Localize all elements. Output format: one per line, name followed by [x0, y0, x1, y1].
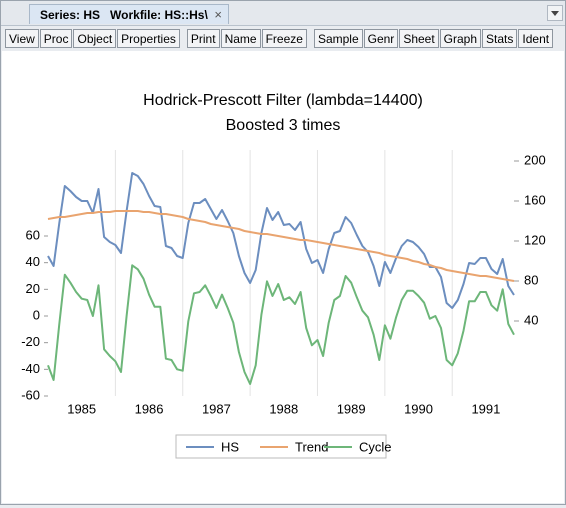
toolbar-button[interactable]: Stats: [482, 29, 518, 48]
tab-close[interactable]: ×: [214, 7, 222, 22]
button-group: Print Name Freeze: [186, 29, 308, 48]
toolbar-button[interactable]: View: [5, 29, 39, 48]
button-group: Sample Genr Sheet Graph Stats Ident: [313, 29, 554, 48]
x-tick-label: 1990: [404, 401, 433, 416]
y2-tick-label: 40: [524, 312, 538, 327]
tab[interactable]: Series: HS Workfile: HS::Hs\ ×: [29, 4, 229, 24]
toolbar-button[interactable]: Genr: [363, 29, 399, 48]
legend-label: Trend: [295, 439, 328, 454]
toolbar-button[interactable]: Name: [220, 29, 261, 48]
legend-label: HS: [221, 439, 239, 454]
toolbar-button[interactable]: Graph: [439, 29, 482, 48]
dropdown-button[interactable]: [547, 5, 563, 21]
y-tick-label: 20: [26, 281, 40, 296]
chart: Hodrick-Prescott Filter (lambda=14400) B…: [21, 92, 546, 459]
toolbar-button[interactable]: Sheet: [399, 29, 439, 48]
y-tick-label: 60: [26, 227, 40, 242]
x-tick-label: 1991: [471, 401, 500, 416]
chart-title: Hodrick-Prescott Filter (lambda=14400): [143, 92, 423, 109]
button-group: View Proc Object Properties: [5, 29, 181, 48]
chart-subtitle: Boosted 3 times: [226, 117, 341, 134]
y2-tick-label: 160: [524, 192, 546, 207]
y-tick-label: 0: [33, 307, 40, 322]
y2-tick-label: 80: [524, 272, 538, 287]
toolbar-button[interactable]: Sample: [313, 29, 363, 48]
series-line: [47, 172, 515, 309]
x-tick-label: 1985: [67, 401, 96, 416]
dropdown-icon: [551, 11, 559, 16]
x-tick-label: 1987: [202, 401, 231, 416]
y2-tick-label: 120: [524, 232, 546, 247]
toolbar-button[interactable]: Proc: [39, 29, 73, 48]
toolbar: View Proc Object Properties Print Name Freeze S…: [5, 29, 554, 48]
toolbar-button[interactable]: Print: [186, 29, 220, 48]
y-tick-label: -20: [21, 334, 40, 349]
toolbar-button[interactable]: Object: [73, 29, 117, 48]
y-tick-label: -60: [21, 387, 40, 402]
toolbar-button[interactable]: Freeze: [261, 29, 307, 48]
series-line: [47, 210, 515, 282]
tab-title: Series: HS Workfile: HS::Hs\: [40, 8, 208, 22]
x-tick-label: 1988: [269, 401, 298, 416]
x-tick-label: 1989: [337, 401, 366, 416]
toolbar-button[interactable]: Properties: [117, 29, 180, 48]
y2-tick-label: 200: [524, 152, 546, 167]
x-tick-label: 1986: [135, 401, 164, 416]
y-tick-label: -40: [21, 361, 40, 376]
legend-label: Cycle: [359, 439, 392, 454]
y-tick-label: 40: [26, 254, 40, 269]
toolbar-button[interactable]: Ident: [518, 29, 554, 48]
graph-area: Hodrick-Prescott Filter (lambda=14400) B…: [2, 51, 564, 503]
series-line: [47, 264, 515, 385]
tab-bar: Series: HS Workfile: HS::Hs\ ×: [1, 1, 565, 26]
